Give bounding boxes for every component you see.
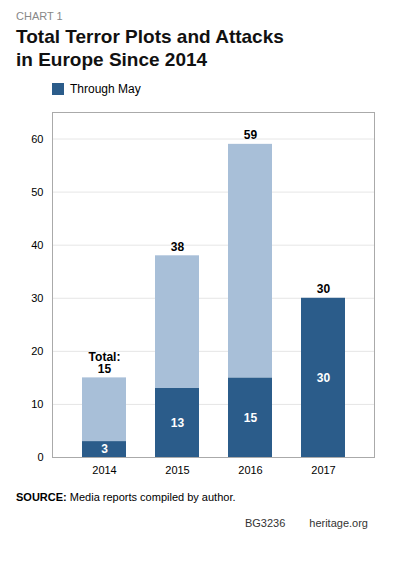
html-text:Total Terror Plots and Attacks: Total Terror Plots and Attacks in Europe…	[16, 26, 284, 70]
svg-text:38: 38	[171, 239, 185, 253]
svg-text:2017: 2017	[311, 464, 335, 476]
svg-text:2016: 2016	[238, 464, 262, 476]
svg-text:2014: 2014	[92, 464, 116, 476]
svg-text:30: 30	[317, 282, 331, 296]
svg-text:60: 60	[31, 132, 43, 144]
html-text:SOURCE: Media reports compiled: SOURCE: Media reports compiled by author…	[16, 490, 236, 503]
svg-text:30: 30	[31, 291, 43, 303]
svg-text:59: 59	[244, 128, 258, 142]
svg-text:Total:15: Total:15	[89, 349, 121, 375]
svg-text:13: 13	[171, 415, 185, 429]
svg-text:30: 30	[317, 370, 331, 384]
html-text:heritage.org: heritage.org	[309, 516, 368, 529]
svg-text:20: 20	[31, 344, 43, 356]
html-text:CHART 1: CHART 1	[16, 10, 63, 22]
html-text:BG3236: BG3236	[244, 516, 286, 529]
svg-text:3: 3	[101, 442, 108, 456]
svg-text:40: 40	[31, 238, 43, 250]
svg-text:10: 10	[31, 398, 43, 410]
html-text:Through May: Through May	[70, 81, 141, 96]
svg-text:2015: 2015	[165, 464, 189, 476]
svg-text:15: 15	[244, 410, 258, 424]
svg-text:50: 50	[31, 185, 43, 197]
svg-text:0: 0	[37, 451, 43, 463]
